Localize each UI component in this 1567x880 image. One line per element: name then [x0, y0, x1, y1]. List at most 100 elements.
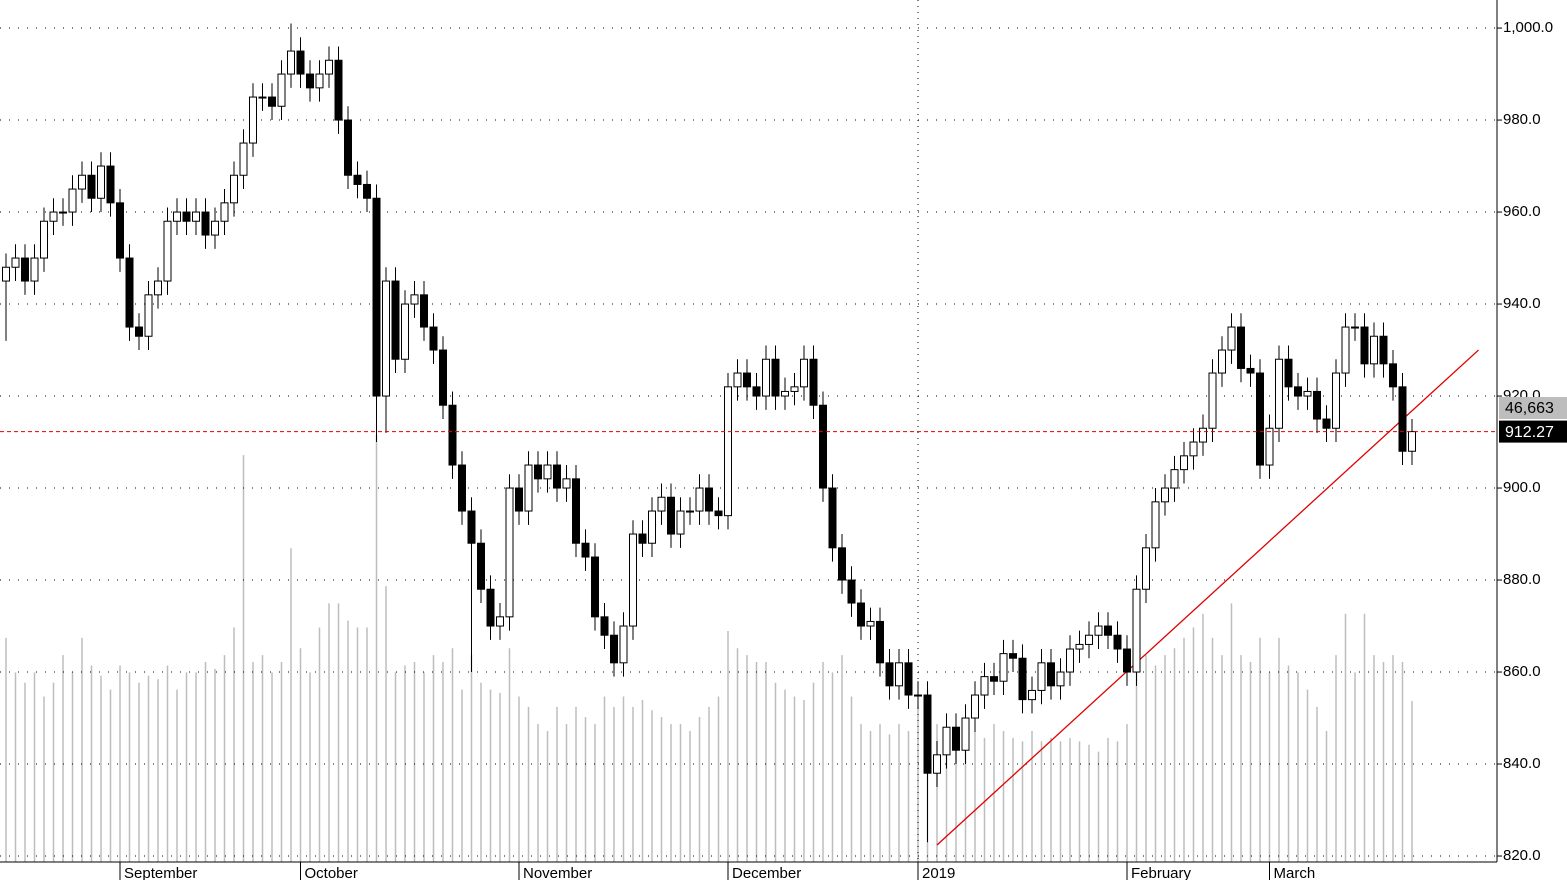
candle-body [1370, 335, 1378, 365]
candle-body [1294, 386, 1302, 397]
candle-body [315, 73, 324, 89]
x-tick-label: September [124, 865, 197, 880]
candle-body [923, 694, 932, 774]
candle-body [952, 726, 960, 751]
y-tick-label: 880.0 [1503, 571, 1541, 588]
candle-body [1332, 372, 1340, 429]
candle-body [163, 220, 172, 282]
candle-body [1009, 653, 1017, 659]
candle-body [258, 96, 267, 99]
candle-body [429, 326, 438, 351]
candle-body [11, 257, 20, 268]
candle-body [1028, 689, 1036, 701]
x-tick-label: March [1274, 865, 1316, 880]
candle-body [1199, 427, 1207, 443]
x-tick-label: February [1131, 865, 1192, 880]
candle-body [182, 211, 191, 222]
candle-body [1018, 657, 1027, 701]
candle-body [534, 464, 542, 480]
candle-body [581, 542, 590, 558]
candle-body [714, 510, 723, 517]
candle-body [980, 676, 989, 696]
candle-body [591, 556, 599, 618]
candle-body [1408, 431, 1416, 452]
last-price-label: 912.27 [1505, 424, 1554, 441]
candle-body [1123, 648, 1131, 673]
candle-body [363, 183, 371, 199]
candle-body [2, 266, 10, 282]
candle-body [543, 464, 552, 480]
candle-body [724, 386, 732, 517]
candle-body [1389, 363, 1397, 388]
y-tick-label: 960.0 [1503, 203, 1541, 220]
candle-body [667, 496, 675, 535]
candle-body [1322, 418, 1331, 429]
candle-body [439, 349, 447, 406]
x-tick-label: November [523, 865, 592, 880]
candle-body [173, 211, 181, 222]
candle-body [800, 358, 808, 388]
candle-body [1180, 455, 1188, 471]
candle-body [1066, 648, 1074, 673]
candle-body [1037, 662, 1046, 691]
candle-body [629, 533, 637, 627]
candle-body [448, 404, 457, 466]
candle-body [1151, 501, 1160, 549]
candle-body [895, 662, 903, 687]
candle-body [762, 358, 770, 397]
candle-body [1398, 386, 1407, 452]
candle-body [211, 220, 219, 236]
last-volume-label: 46,663 [1505, 400, 1554, 417]
candle-body [106, 165, 115, 204]
candle-body [344, 119, 352, 176]
candle-body [733, 372, 742, 388]
candle-body [296, 50, 305, 75]
candle-body [515, 487, 523, 512]
candle-body [144, 294, 153, 337]
candle-body [971, 694, 979, 719]
candle-body [1246, 367, 1255, 374]
candle-body [78, 174, 86, 190]
candle-body [999, 653, 1008, 682]
candle-body [116, 202, 124, 259]
candle-body [1085, 634, 1093, 645]
candle-body [904, 662, 913, 696]
candle-body [705, 487, 713, 512]
candle-body [695, 487, 704, 512]
candle-body [885, 662, 894, 687]
candle-body [87, 174, 96, 199]
candle-body [1218, 349, 1226, 374]
candle-body [1208, 372, 1217, 429]
last-price-box [1499, 420, 1567, 443]
candle-body [572, 478, 580, 544]
candle-body [49, 211, 58, 222]
y-tick-label: 980.0 [1503, 111, 1541, 128]
candle-body [334, 59, 343, 121]
candle-body [505, 487, 514, 618]
volume-layer [5, 434, 1413, 862]
candle-body [809, 358, 818, 406]
y-tick-label: 940.0 [1503, 295, 1541, 312]
candle-body [933, 754, 941, 774]
candle-body [1313, 390, 1321, 420]
candle-body [1189, 441, 1198, 457]
candle-body [743, 372, 751, 388]
candle-body [876, 620, 884, 664]
candle-body [1275, 358, 1283, 429]
candle-body [68, 188, 77, 213]
candle-body [752, 386, 761, 397]
candle-body [1094, 625, 1103, 636]
candle-body [220, 202, 229, 222]
candle-body [562, 478, 571, 489]
candle-body [942, 726, 951, 756]
candle-body [30, 257, 39, 282]
candle-body [382, 280, 390, 397]
candle-body [1132, 588, 1141, 673]
candle-body [1161, 487, 1169, 503]
candle-body [1341, 326, 1350, 374]
label-layer: 820.0840.0860.0880.0900.0920.0940.0960.0… [119, 19, 1567, 880]
candle-body [524, 464, 533, 512]
candle-body [781, 390, 789, 397]
